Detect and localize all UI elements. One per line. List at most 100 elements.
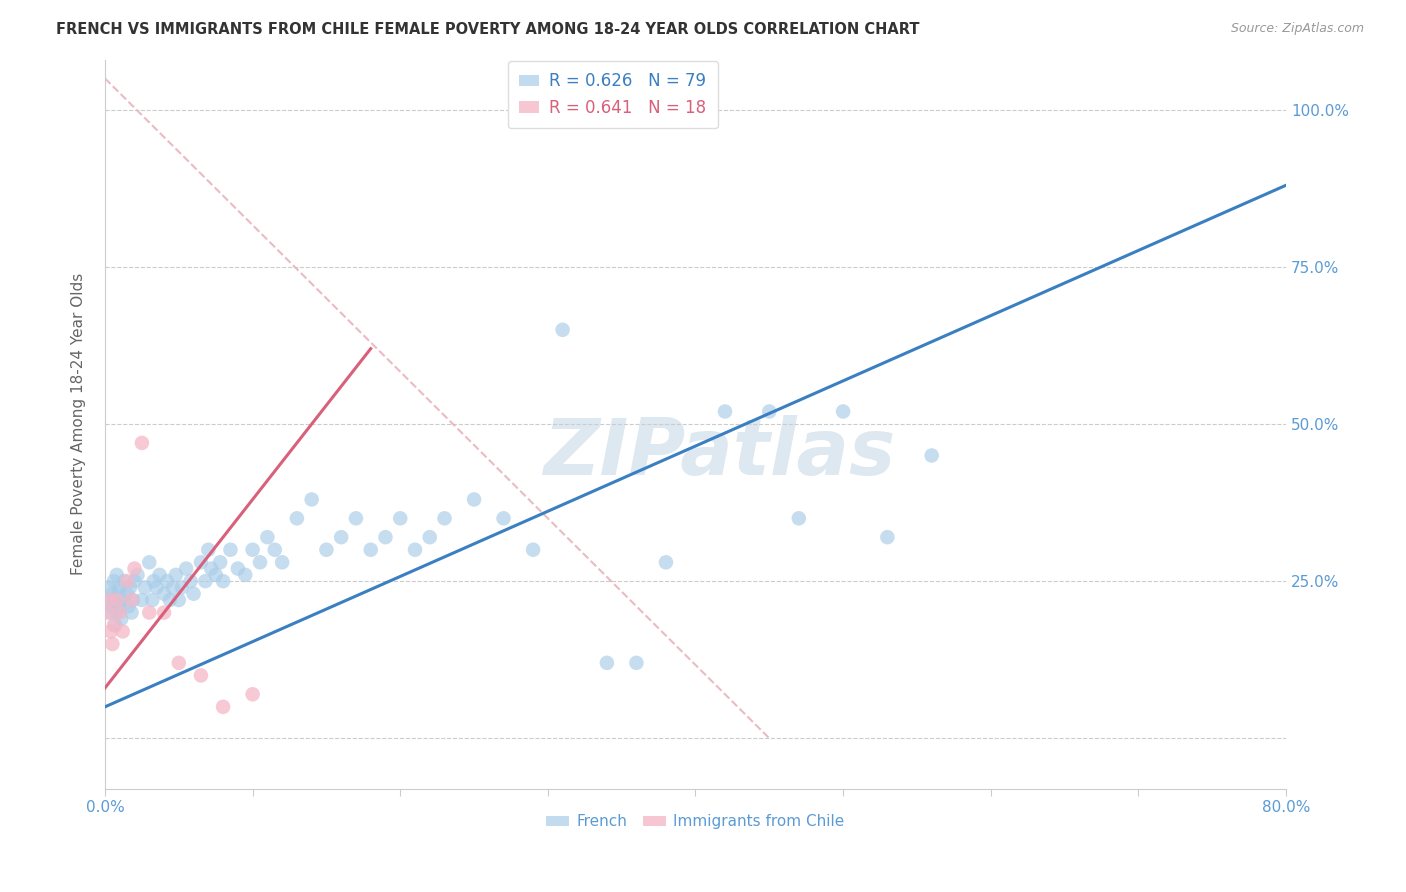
Point <box>112 574 135 589</box>
Point <box>219 542 242 557</box>
Point <box>98 593 121 607</box>
Point <box>145 581 167 595</box>
Point <box>180 574 202 589</box>
Point <box>121 593 143 607</box>
Point <box>108 599 131 614</box>
Point <box>100 624 122 639</box>
Point <box>117 599 139 614</box>
Point <box>301 492 323 507</box>
Text: ZIPatlas: ZIPatlas <box>543 415 896 491</box>
Point <box>165 567 187 582</box>
Point <box>105 606 128 620</box>
Point <box>111 624 134 639</box>
Point <box>212 699 235 714</box>
Point <box>551 323 574 337</box>
Point <box>242 542 264 557</box>
Point <box>194 574 217 589</box>
Point <box>103 618 125 632</box>
Point <box>98 581 121 595</box>
Point <box>183 587 205 601</box>
Point <box>190 668 212 682</box>
Point <box>200 561 222 575</box>
Point <box>134 581 156 595</box>
Point <box>105 593 128 607</box>
Point <box>131 593 153 607</box>
Point <box>104 593 127 607</box>
Text: Source: ZipAtlas.com: Source: ZipAtlas.com <box>1230 22 1364 36</box>
Point <box>153 587 176 601</box>
Point <box>101 599 124 614</box>
Point <box>100 606 122 620</box>
Point <box>159 593 181 607</box>
Point <box>121 606 143 620</box>
Point <box>104 618 127 632</box>
Point <box>242 687 264 701</box>
Point <box>138 606 160 620</box>
Point <box>167 656 190 670</box>
Point <box>149 567 172 582</box>
Point <box>285 511 308 525</box>
Point <box>197 542 219 557</box>
Point <box>108 581 131 595</box>
Point <box>404 542 426 557</box>
Point <box>153 606 176 620</box>
Point <box>162 581 184 595</box>
Point <box>103 574 125 589</box>
Point <box>97 593 120 607</box>
Point <box>463 492 485 507</box>
Point <box>714 404 737 418</box>
Point <box>330 530 353 544</box>
Point <box>256 530 278 544</box>
Point <box>127 567 149 582</box>
Point <box>212 574 235 589</box>
Point <box>122 593 145 607</box>
Point <box>596 656 619 670</box>
Point <box>111 593 134 607</box>
Point <box>522 542 544 557</box>
Point <box>832 404 855 418</box>
Point <box>360 542 382 557</box>
Point <box>315 542 337 557</box>
Point <box>124 561 146 575</box>
Y-axis label: Female Poverty Among 18-24 Year Olds: Female Poverty Among 18-24 Year Olds <box>72 273 86 575</box>
Point <box>142 574 165 589</box>
Point <box>626 656 648 670</box>
Point <box>115 574 138 589</box>
Point <box>170 581 193 595</box>
Point <box>124 574 146 589</box>
Point <box>110 612 132 626</box>
Point <box>101 637 124 651</box>
Point <box>141 593 163 607</box>
Point <box>787 511 810 525</box>
Point <box>115 587 138 601</box>
Point <box>167 593 190 607</box>
Point <box>105 567 128 582</box>
Point <box>419 530 441 544</box>
Point <box>758 404 780 418</box>
Point <box>174 561 197 575</box>
Point <box>226 561 249 575</box>
Point <box>120 581 142 595</box>
Point <box>190 555 212 569</box>
Point <box>209 555 232 569</box>
Point <box>108 606 131 620</box>
Point <box>876 530 898 544</box>
Point <box>233 567 256 582</box>
Point <box>389 511 412 525</box>
Point <box>344 511 367 525</box>
Point <box>263 542 285 557</box>
Point <box>271 555 294 569</box>
Point <box>156 574 179 589</box>
Point <box>433 511 456 525</box>
Legend: French, Immigrants from Chile: French, Immigrants from Chile <box>540 808 851 836</box>
Point <box>374 530 396 544</box>
Point <box>138 555 160 569</box>
Point <box>97 606 120 620</box>
Point <box>204 567 226 582</box>
Point <box>101 587 124 601</box>
Point <box>921 449 943 463</box>
Point <box>131 436 153 450</box>
Point <box>655 555 678 569</box>
Point <box>492 511 515 525</box>
Point <box>249 555 271 569</box>
